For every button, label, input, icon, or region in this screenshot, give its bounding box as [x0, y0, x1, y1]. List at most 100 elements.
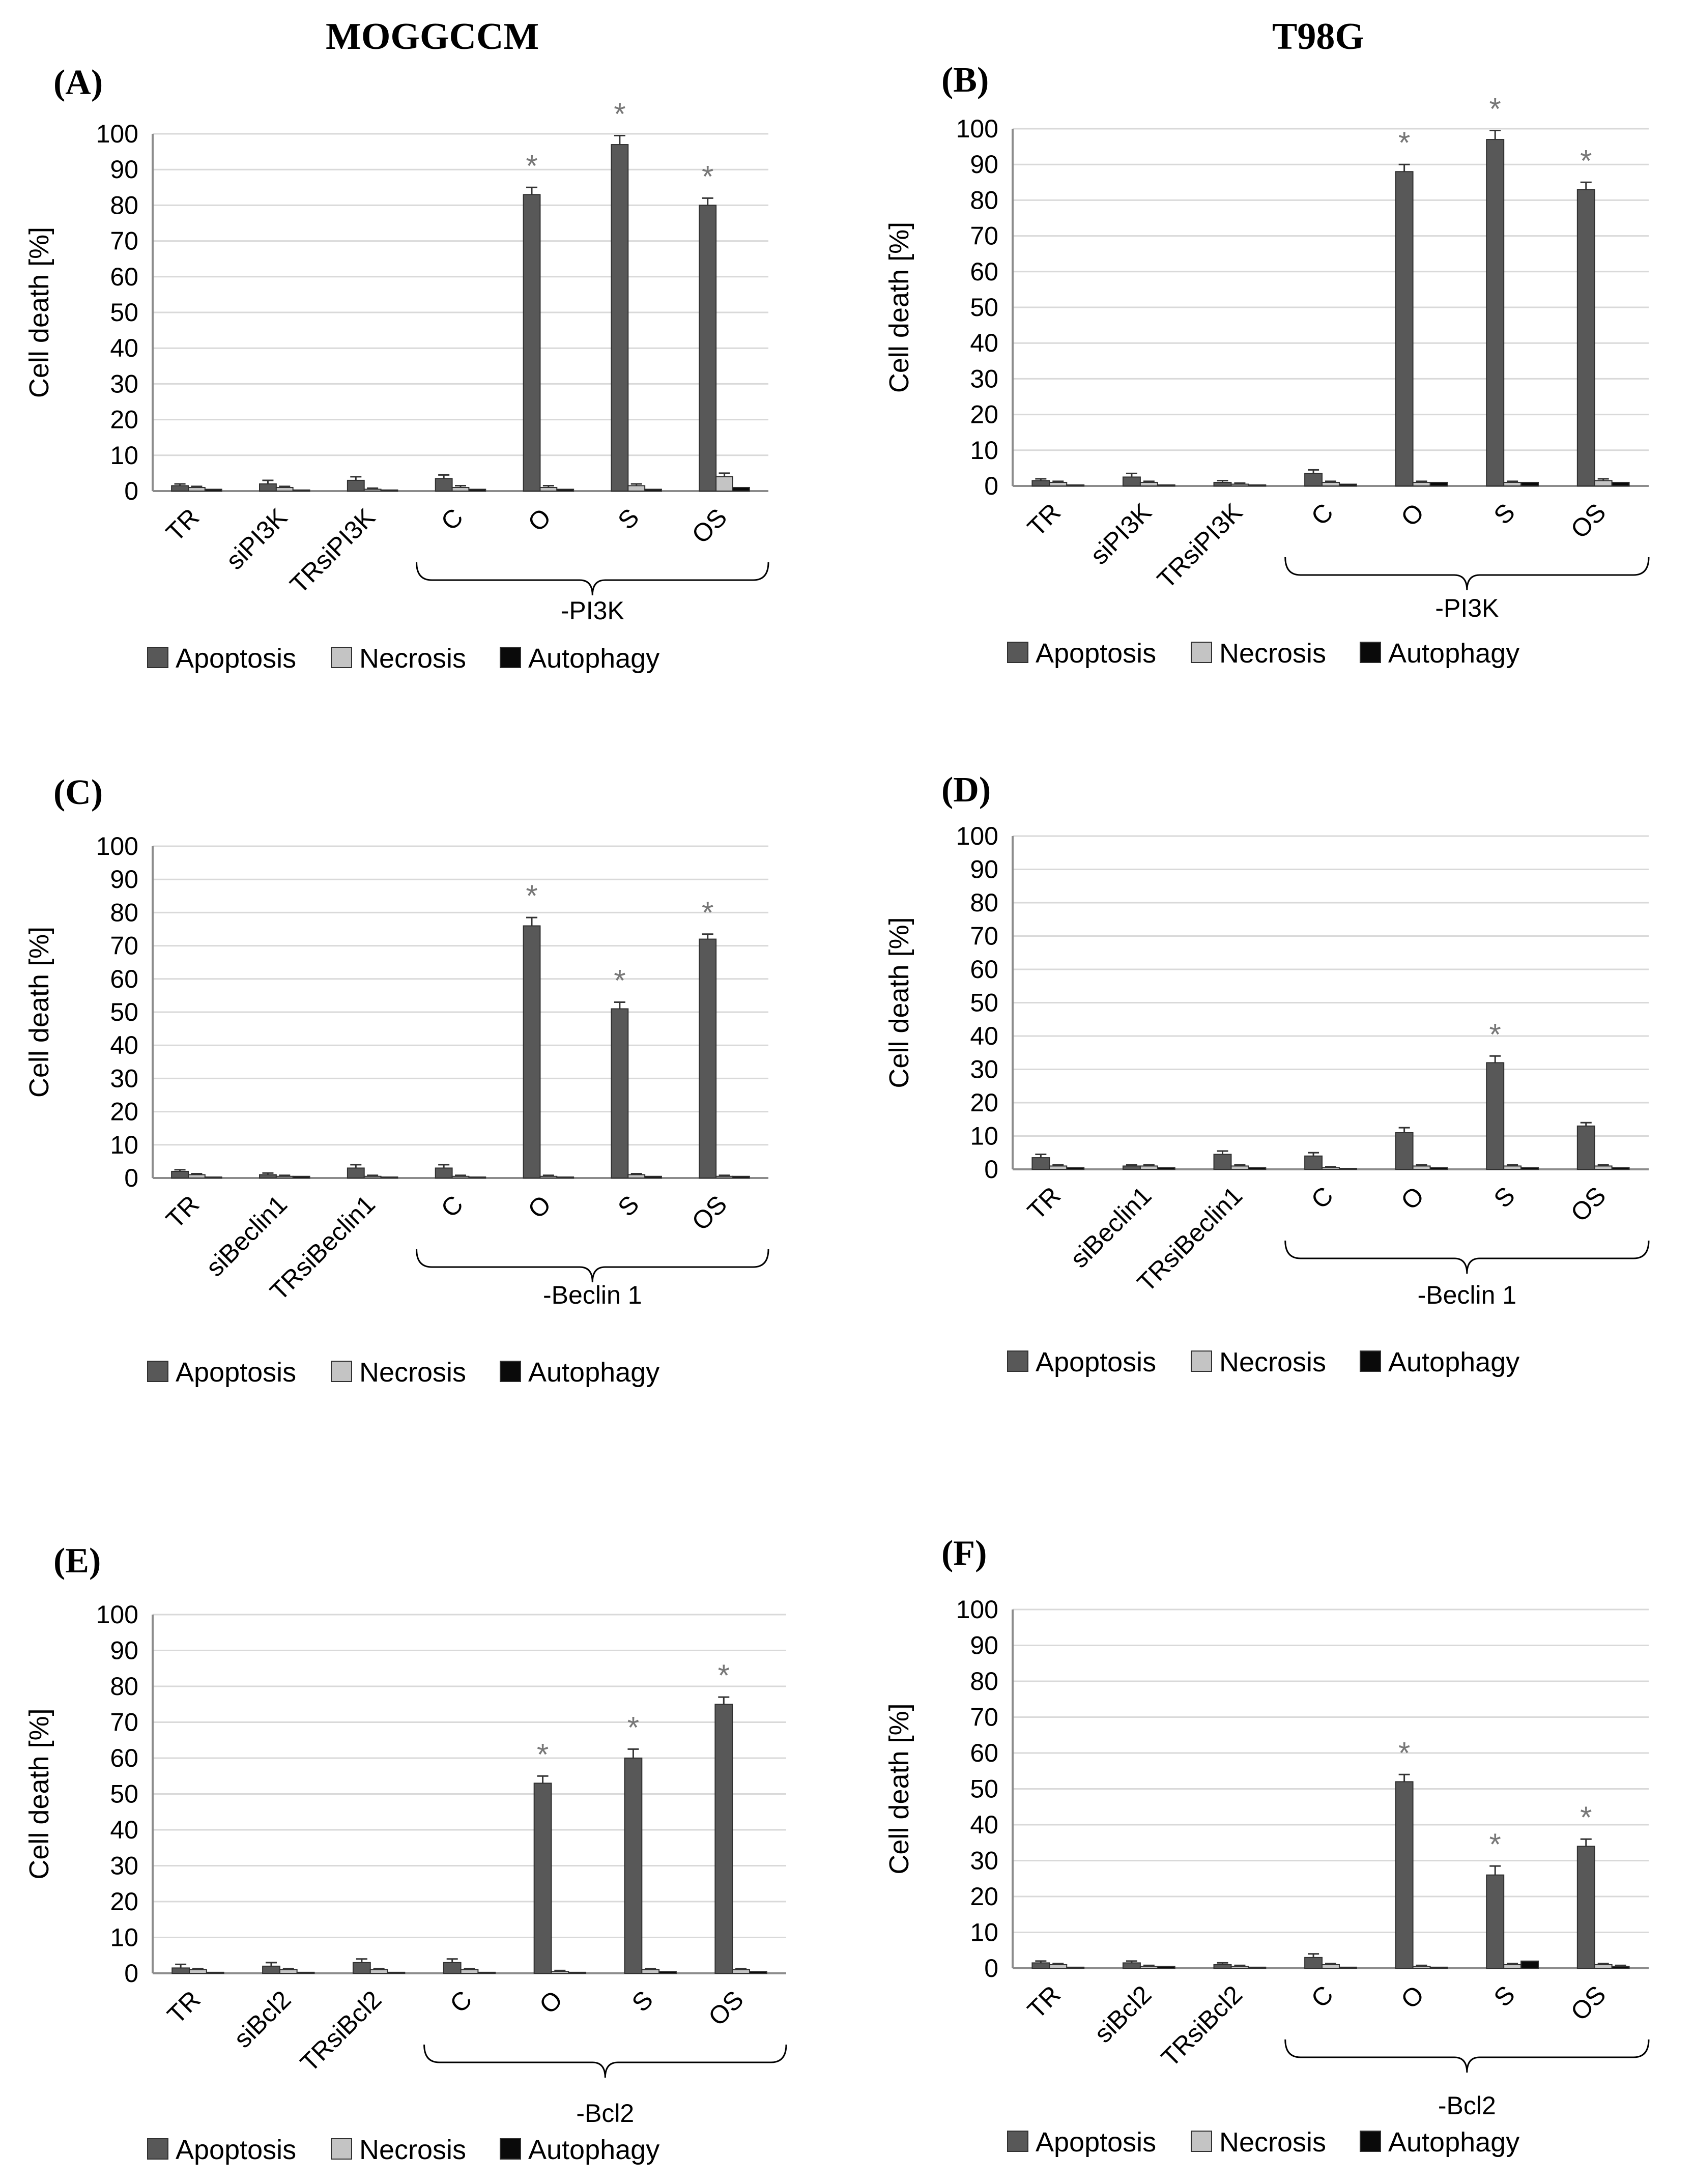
bar-apoptosis	[1576, 1125, 1595, 1170]
panel-label: (C)	[53, 773, 103, 812]
bar-apoptosis	[1213, 1964, 1232, 1969]
legend-label-necrosis: Necrosis	[359, 643, 466, 674]
significance-star: *	[526, 879, 537, 913]
bar-autophagy	[296, 1971, 315, 1974]
legend-swatch-necrosis	[331, 2138, 352, 2160]
legend-swatch-necrosis	[1191, 2131, 1212, 2152]
x-category-label: C	[1306, 1980, 1339, 2013]
group-label: -PI3K	[561, 596, 624, 625]
y-tick-label: 0	[124, 477, 138, 505]
y-tick-label: 60	[110, 965, 138, 993]
y-tick-label: 80	[110, 898, 138, 927]
significance-star: *	[614, 963, 625, 997]
significance-star: *	[526, 149, 537, 183]
y-tick-label: 80	[110, 1672, 138, 1701]
bar-autophagy	[1429, 481, 1448, 486]
y-tick-label: 100	[96, 832, 138, 860]
bar-autophagy	[1248, 1966, 1267, 1969]
y-tick-label: 70	[970, 922, 998, 951]
legend-swatch-autophagy	[500, 647, 521, 668]
y-tick-label: 10	[970, 1918, 998, 1947]
x-category-label: TRsiBcl2	[1156, 1980, 1248, 2072]
column-title-t98g: T98G	[1272, 16, 1364, 58]
bar-autophagy	[292, 489, 310, 492]
bar-autophagy	[206, 1971, 224, 1974]
bar-autophagy	[556, 488, 575, 492]
significance-star: *	[1580, 1800, 1592, 1834]
bar-apoptosis	[1122, 1962, 1141, 1969]
y-axis-title: Cell death [%]	[24, 927, 54, 1098]
y-tick-label: 50	[970, 989, 998, 1017]
group-label: -Beclin 1	[1418, 1281, 1517, 1309]
y-tick-label: 100	[956, 1595, 998, 1624]
significance-star: *	[1398, 1736, 1410, 1770]
bar-autophagy	[1157, 1167, 1175, 1170]
bar-autophagy	[1429, 1966, 1448, 1969]
y-tick-label: 90	[970, 855, 998, 884]
y-tick-label: 90	[110, 1636, 138, 1665]
bar-autophagy	[1338, 1966, 1357, 1969]
legend-swatch-autophagy	[1360, 642, 1381, 663]
bar-autophagy	[556, 1176, 575, 1179]
y-tick-label: 20	[110, 1887, 138, 1916]
y-tick-label: 0	[984, 472, 998, 500]
significance-star: *	[1489, 92, 1501, 126]
bar-autophagy	[1157, 484, 1175, 486]
legend-swatch-necrosis	[331, 647, 352, 668]
bar-apoptosis	[1395, 1781, 1414, 1969]
significance-star: *	[1489, 1017, 1501, 1051]
bar-autophagy	[477, 1971, 496, 1974]
bar-autophagy	[1248, 484, 1267, 486]
bar-necrosis	[1503, 1964, 1522, 1969]
bar-autophagy	[658, 1971, 677, 1974]
y-tick-label: 100	[96, 120, 138, 148]
y-tick-label: 10	[970, 436, 998, 465]
panel-label: (E)	[53, 1541, 101, 1580]
legend-swatch-autophagy	[500, 2138, 521, 2160]
y-tick-label: 0	[124, 1164, 138, 1192]
bar-autophagy	[1066, 484, 1085, 486]
group-brace	[1284, 2039, 1650, 2073]
y-tick-label: 60	[110, 263, 138, 291]
legend-swatch-necrosis	[1191, 1350, 1212, 1372]
legend-label-necrosis: Necrosis	[359, 1357, 466, 1388]
bar-autophagy	[380, 489, 398, 492]
x-category-label: O	[1395, 1980, 1429, 2014]
y-tick-label: 50	[110, 298, 138, 327]
legend-label-autophagy: Autophagy	[528, 643, 659, 674]
y-tick-label: 60	[110, 1744, 138, 1772]
y-tick-label: 50	[110, 1780, 138, 1808]
significance-star: *	[702, 159, 713, 193]
bar-autophagy	[1157, 1966, 1175, 1969]
bar-apoptosis	[611, 1008, 629, 1179]
legend-label-apoptosis: Apoptosis	[1036, 1347, 1156, 1377]
bar-apoptosis	[611, 144, 629, 492]
group-brace	[1284, 557, 1650, 591]
bar-apoptosis	[1486, 1062, 1505, 1170]
legend-swatch-autophagy	[1360, 2131, 1381, 2152]
y-tick-label: 80	[970, 186, 998, 214]
y-tick-label: 10	[110, 1131, 138, 1159]
legend-label-apoptosis: Apoptosis	[176, 643, 296, 674]
panel-label: (F)	[941, 1534, 987, 1573]
bar-autophagy	[749, 1971, 767, 1974]
bar-autophagy	[644, 1175, 662, 1179]
group-brace	[416, 1249, 769, 1283]
significance-star: *	[537, 1737, 549, 1771]
y-axis-title: Cell death [%]	[884, 1703, 914, 1874]
legend-label-autophagy: Autophagy	[1388, 1347, 1519, 1377]
bar-autophagy	[468, 488, 486, 492]
bar-autophagy	[1611, 481, 1630, 486]
y-tick-label: 70	[110, 932, 138, 960]
y-tick-label: 80	[110, 191, 138, 219]
bar-necrosis	[1412, 1966, 1431, 1969]
y-tick-label: 40	[110, 334, 138, 362]
y-tick-label: 0	[984, 1155, 998, 1184]
y-tick-label: 0	[984, 1954, 998, 1982]
bar-autophagy	[387, 1971, 406, 1974]
y-tick-label: 10	[970, 1122, 998, 1151]
group-label: -Bcl2	[576, 2099, 634, 2128]
